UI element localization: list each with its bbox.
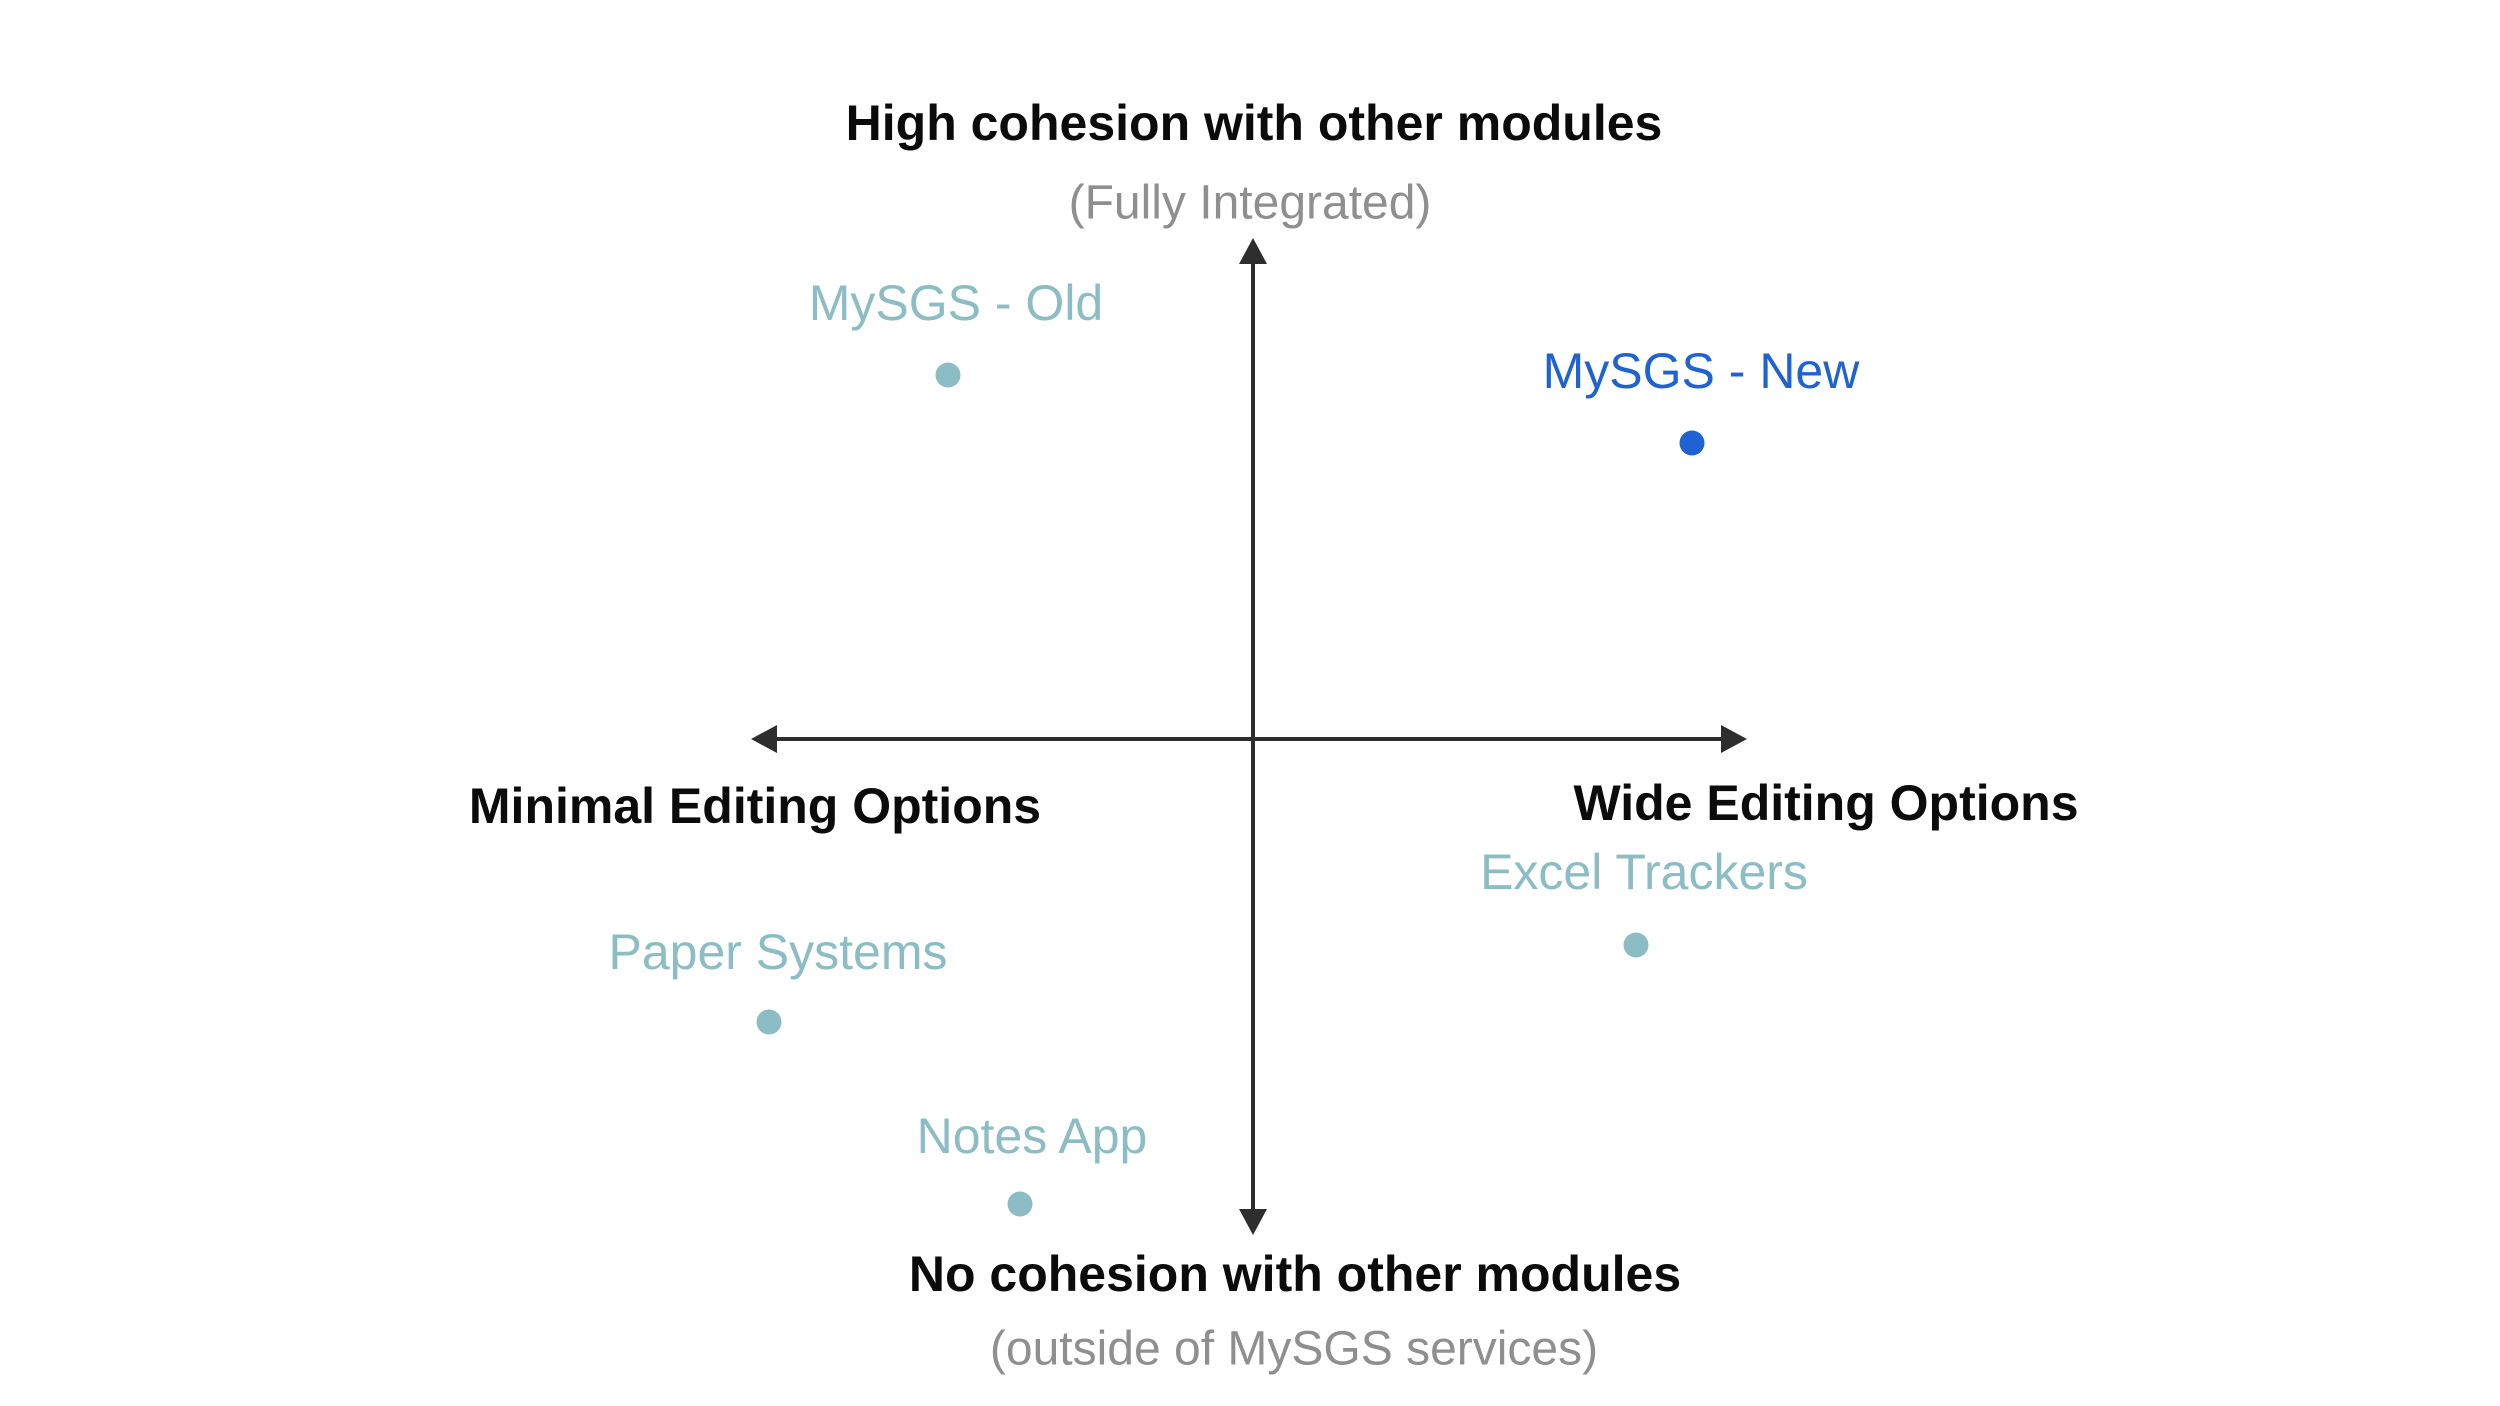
- point-dot-notes-app: [1007, 1191, 1033, 1217]
- point-label-mysgs-old: MySGS - Old: [808, 275, 1104, 331]
- point-label-notes-app: Notes App: [916, 1108, 1148, 1164]
- point-label-paper-systems: Paper Systems: [608, 924, 948, 980]
- point-dot-excel-trackers: [1623, 932, 1649, 958]
- axis-label-top: High cohesion with other modules: [845, 95, 1663, 151]
- point-dot-mysgs-new: [1679, 430, 1705, 456]
- horizontal-axis-line: [769, 737, 1729, 741]
- axis-label-left: Minimal Editing Options: [468, 778, 1042, 834]
- arrow-right-icon: [1721, 725, 1747, 753]
- point-label-mysgs-new: MySGS - New: [1542, 343, 1860, 399]
- point-dot-mysgs-old: [935, 362, 961, 388]
- point-label-excel-trackers: Excel Trackers: [1480, 844, 1808, 900]
- arrow-down-icon: [1239, 1209, 1267, 1235]
- axis-sublabel-bottom: (outside of MySGS services): [989, 1322, 1599, 1376]
- arrow-up-icon: [1239, 238, 1267, 264]
- axis-label-bottom: No cohesion with other modules: [908, 1246, 1682, 1302]
- axis-sublabel-top: (Fully Integrated): [1068, 176, 1432, 230]
- point-dot-paper-systems: [756, 1009, 782, 1035]
- axis-label-right: Wide Editing Options: [1573, 775, 2079, 831]
- arrow-left-icon: [751, 725, 777, 753]
